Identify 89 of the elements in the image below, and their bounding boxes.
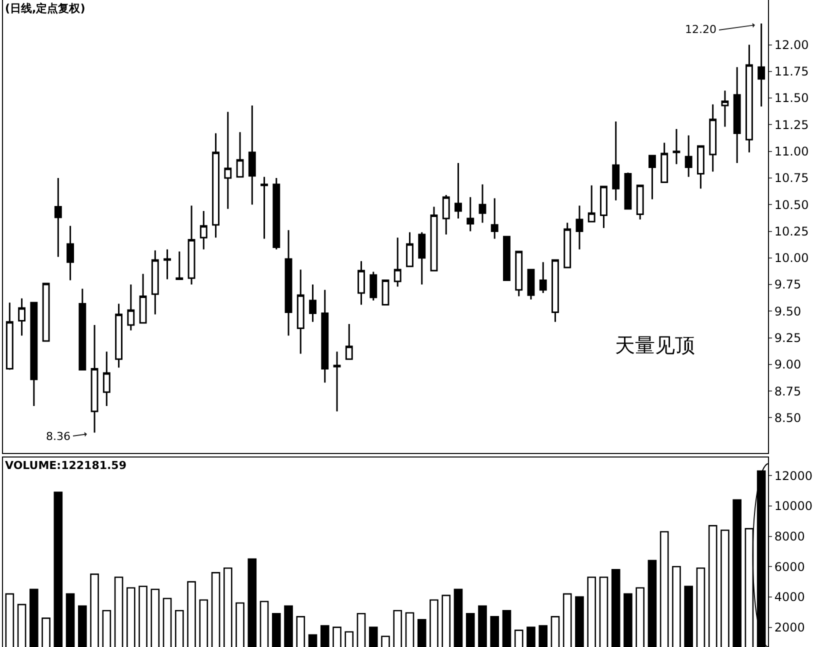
candlestick bbox=[709, 104, 717, 172]
y-tick-label: 12000 bbox=[774, 468, 813, 483]
candlestick bbox=[54, 177, 62, 258]
candlestick bbox=[284, 229, 292, 336]
y-tick-label: 9.50 bbox=[774, 304, 802, 318]
y-tick-label: 10.00 bbox=[774, 251, 809, 266]
candlestick bbox=[660, 142, 668, 183]
candlestick bbox=[624, 172, 632, 210]
candlestick bbox=[478, 184, 486, 224]
candlestick bbox=[394, 236, 402, 288]
candlestick bbox=[539, 261, 547, 294]
y-tick-label: 6000 bbox=[774, 560, 805, 574]
candlestick bbox=[430, 206, 438, 272]
y-tick-label: 12.00 bbox=[774, 38, 809, 52]
y-tick-label: 8.75 bbox=[774, 384, 802, 398]
y-tick-label: 10.25 bbox=[774, 224, 809, 238]
y-tick-label: 10.75 bbox=[774, 171, 809, 186]
y-tick-label: 11.75 bbox=[774, 64, 809, 79]
y-tick-label: 11.00 bbox=[774, 144, 809, 159]
candlestick bbox=[78, 288, 86, 371]
candlestick bbox=[66, 225, 74, 282]
candlestick bbox=[733, 66, 741, 164]
y-tick-label: 11.25 bbox=[774, 118, 809, 132]
candlestick bbox=[696, 145, 704, 190]
candlestick bbox=[200, 210, 208, 250]
y-tick-label: 4000 bbox=[774, 590, 805, 604]
candlestick bbox=[151, 250, 159, 316]
candlestick bbox=[745, 44, 753, 154]
candlestick bbox=[18, 298, 26, 336]
candlestick bbox=[236, 131, 244, 178]
candlestick bbox=[612, 120, 620, 202]
candlestick bbox=[127, 284, 135, 332]
y-tick-label: 10.50 bbox=[774, 198, 809, 212]
candlestick bbox=[164, 248, 171, 280]
candlestick bbox=[188, 204, 196, 286]
y-tick-label: 11.50 bbox=[774, 91, 809, 106]
candlestick bbox=[370, 270, 378, 302]
candlestick bbox=[721, 90, 729, 128]
candlestick bbox=[466, 196, 474, 232]
candlestick bbox=[418, 232, 426, 286]
candlestick bbox=[272, 177, 280, 250]
candlestick bbox=[309, 284, 316, 323]
chart-title: (日线,定点复权) bbox=[5, 2, 86, 15]
candlestick bbox=[260, 176, 268, 240]
candlestick bbox=[333, 350, 341, 412]
candlestick bbox=[600, 186, 608, 229]
candlestick bbox=[212, 132, 220, 238]
annotation: 12.20 bbox=[685, 23, 716, 36]
candlestick bbox=[672, 128, 680, 165]
candlestick bbox=[296, 268, 304, 355]
candlestick bbox=[684, 134, 692, 178]
candlestick bbox=[42, 282, 50, 342]
candlestick bbox=[648, 154, 656, 200]
y-tick-label: 10000 bbox=[774, 499, 813, 514]
candlestick bbox=[588, 184, 596, 222]
candlestick bbox=[382, 280, 390, 306]
candlestick bbox=[552, 259, 559, 323]
candlestick bbox=[503, 236, 510, 282]
y-tick-label: 8000 bbox=[774, 529, 805, 544]
y-tick-label: 9.00 bbox=[774, 358, 802, 372]
candlestick bbox=[442, 194, 450, 236]
y-tick-label: 9.25 bbox=[774, 331, 802, 346]
candlestick bbox=[758, 22, 766, 108]
candlestick bbox=[224, 111, 232, 210]
candlestick bbox=[490, 197, 498, 240]
y-tick-label: 2000 bbox=[774, 620, 805, 634]
candlestick bbox=[176, 250, 184, 280]
candlestick bbox=[90, 324, 98, 434]
chart-title: VOLUME:122181.59 bbox=[5, 459, 126, 472]
candlestick bbox=[115, 302, 122, 368]
candlestick bbox=[102, 350, 110, 407]
candlestick bbox=[454, 162, 462, 220]
candlestick bbox=[515, 250, 523, 297]
candlestick bbox=[248, 104, 256, 206]
annotation: 8.36 bbox=[46, 430, 70, 443]
candlestick bbox=[139, 273, 147, 324]
candlestick bbox=[527, 268, 535, 300]
candlestick bbox=[6, 302, 14, 371]
candlestick bbox=[636, 184, 644, 220]
candlestick bbox=[30, 302, 38, 407]
annotation: 天量见顶 bbox=[615, 333, 695, 357]
candlestick bbox=[358, 260, 365, 306]
y-tick-label: 9.75 bbox=[774, 278, 802, 292]
candlestick bbox=[564, 222, 572, 268]
candlestick bbox=[345, 323, 353, 360]
candlestick bbox=[576, 204, 584, 250]
y-tick-label: 8.50 bbox=[774, 410, 802, 425]
candlestick bbox=[406, 232, 414, 268]
candlestick bbox=[321, 289, 329, 384]
